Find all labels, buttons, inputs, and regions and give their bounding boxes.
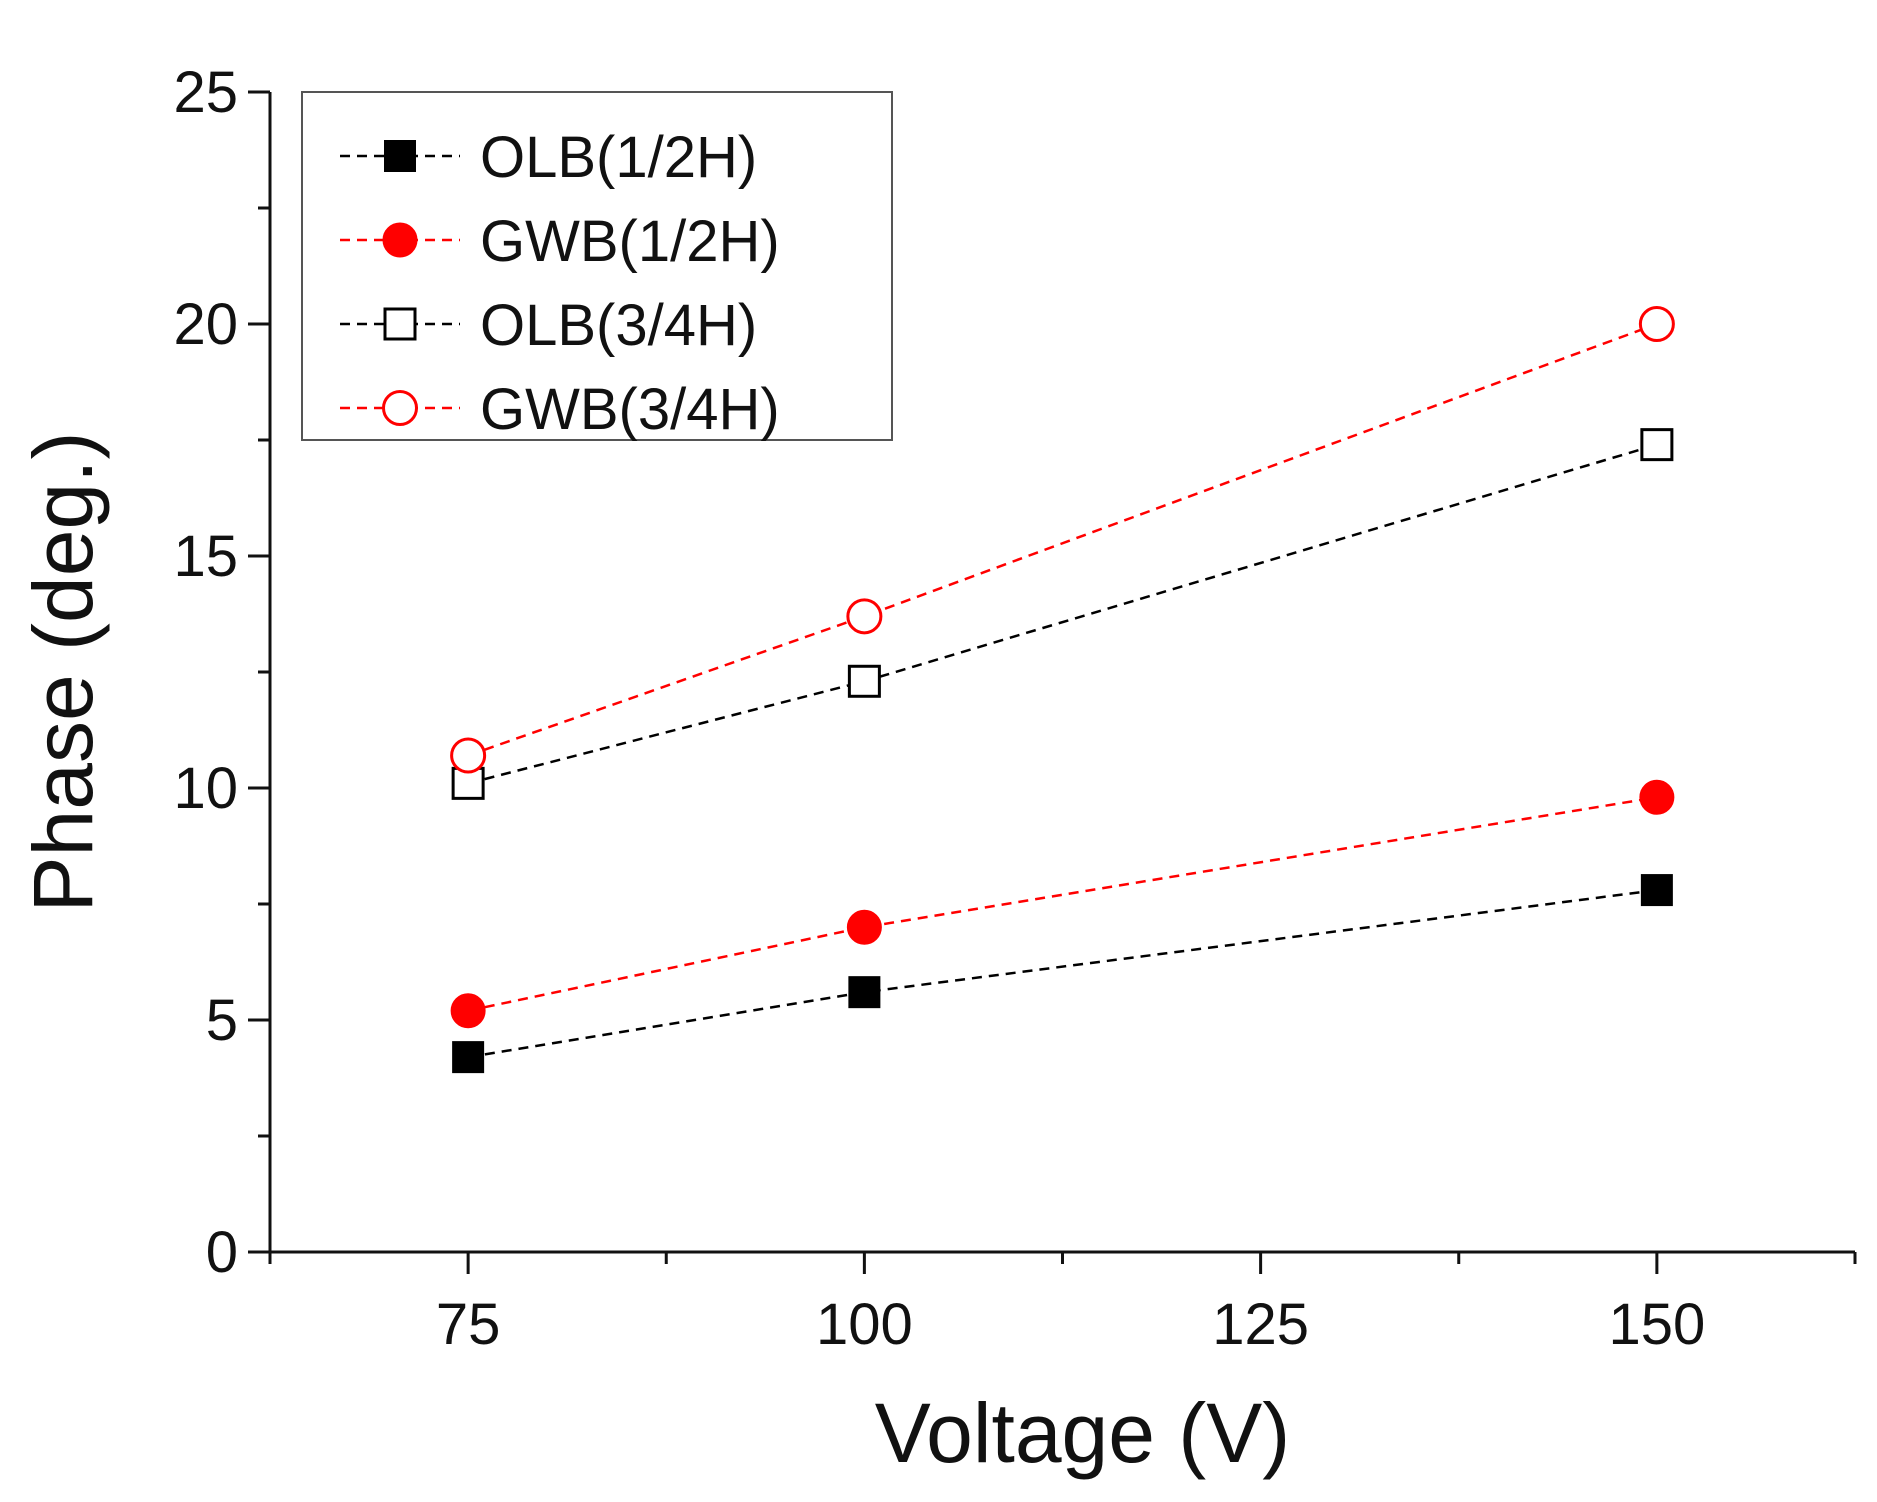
- series-layer: [450, 306, 1675, 1074]
- legend-marker: [382, 390, 418, 426]
- data-point: [450, 737, 487, 774]
- data-point: [1640, 874, 1673, 907]
- legend-marker: [384, 140, 416, 172]
- series-line: [467, 796, 1658, 1012]
- data-point: [848, 976, 881, 1009]
- legend-label: GWB(1/2H): [480, 209, 780, 274]
- legend: OLB(1/2H) GWB(1/2H) OLB(3/4H) GWB(3/4H): [301, 91, 893, 442]
- x-tick-label: 125: [1212, 1292, 1309, 1357]
- y-axis-title: Phase (deg.): [16, 432, 110, 913]
- y-tick-label: 20: [173, 292, 238, 357]
- series-line: [467, 443, 1658, 785]
- legend-label: OLB(1/2H): [480, 125, 757, 190]
- legend-entry: OLB(3/4H): [340, 293, 757, 358]
- x-tick-label: 150: [1608, 1292, 1705, 1357]
- legend-label: OLB(3/4H): [480, 293, 757, 358]
- series-group: [450, 779, 1675, 1029]
- x-tick-label: 100: [816, 1292, 913, 1357]
- data-point: [1638, 306, 1675, 342]
- data-point: [1639, 779, 1675, 815]
- series-line: [467, 322, 1658, 757]
- legend-entry: GWB(3/4H): [340, 377, 780, 442]
- legend-label: GWB(3/4H): [480, 377, 780, 442]
- data-point: [846, 909, 882, 945]
- legend-entry: OLB(1/2H): [340, 125, 757, 190]
- y-tick-label: 10: [173, 756, 238, 821]
- x-tick-label: 75: [436, 1292, 501, 1357]
- series-group: [450, 306, 1675, 774]
- series-group: [451, 428, 1674, 800]
- x-axis-title: Voltage (V): [875, 1386, 1291, 1480]
- legend-entry: GWB(1/2H): [340, 209, 780, 274]
- data-point: [452, 1041, 485, 1074]
- y-tick-label: 0: [206, 1220, 238, 1285]
- data-point: [846, 598, 883, 635]
- y-tick-label: 5: [206, 988, 238, 1053]
- data-point: [450, 993, 486, 1029]
- legend-marker: [383, 307, 417, 341]
- series-group: [452, 874, 1673, 1074]
- series-line: [467, 888, 1658, 1059]
- legend-marker: [382, 222, 418, 258]
- axes: 0 5 10 15 20 25 75 100 125 150: [173, 60, 1857, 1357]
- data-point: [1640, 428, 1674, 462]
- y-tick-label: 15: [173, 524, 238, 589]
- data-point: [847, 664, 881, 698]
- y-tick-label: 25: [173, 60, 238, 125]
